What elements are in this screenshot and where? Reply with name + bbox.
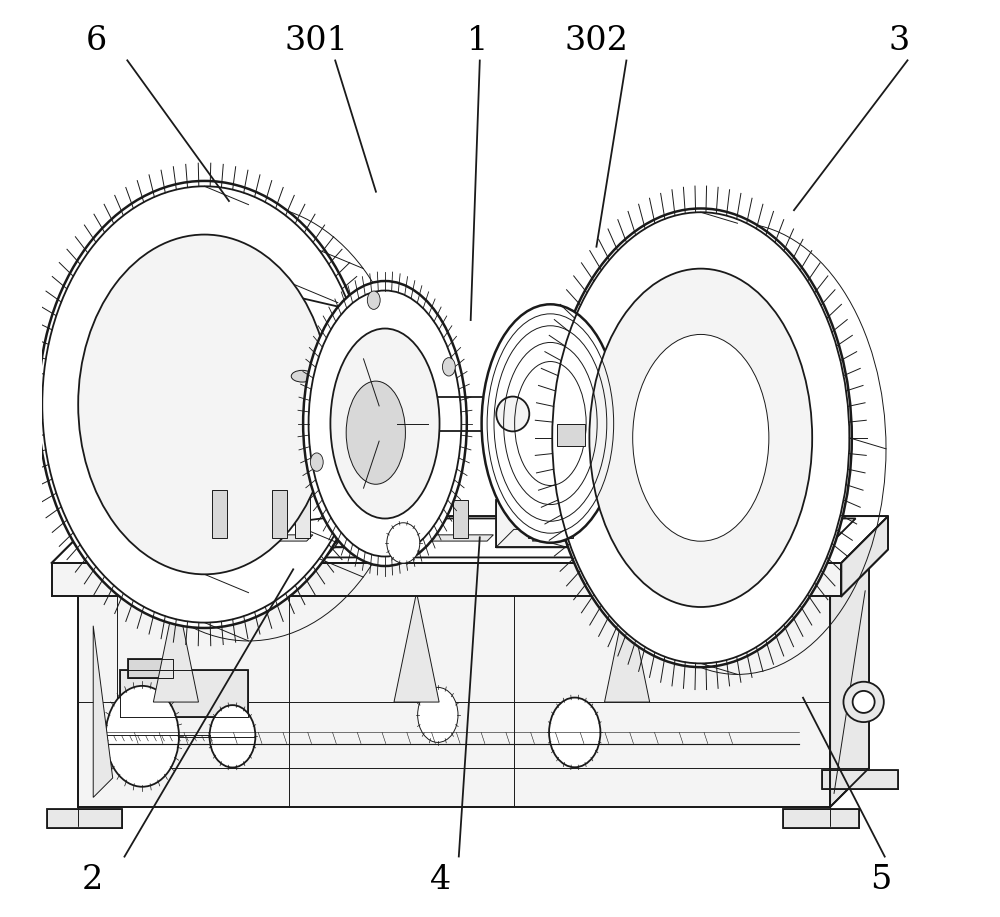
Polygon shape [52, 563, 841, 596]
Polygon shape [330, 529, 439, 547]
Ellipse shape [589, 269, 812, 607]
Ellipse shape [330, 328, 440, 518]
Polygon shape [378, 395, 392, 538]
Polygon shape [95, 518, 856, 558]
Polygon shape [607, 535, 674, 541]
Text: 302: 302 [564, 26, 628, 57]
Polygon shape [394, 592, 439, 702]
Polygon shape [453, 500, 468, 538]
Polygon shape [93, 625, 113, 798]
Ellipse shape [310, 453, 323, 471]
Ellipse shape [550, 208, 852, 668]
Polygon shape [153, 592, 198, 702]
Polygon shape [78, 554, 869, 592]
Polygon shape [47, 809, 122, 827]
Polygon shape [528, 419, 543, 538]
Polygon shape [330, 500, 421, 547]
Polygon shape [713, 516, 888, 563]
Ellipse shape [496, 396, 529, 431]
Ellipse shape [633, 335, 769, 541]
Ellipse shape [374, 380, 396, 392]
Ellipse shape [843, 681, 884, 722]
Ellipse shape [38, 181, 371, 628]
Polygon shape [246, 535, 313, 541]
Ellipse shape [122, 253, 375, 592]
Polygon shape [78, 592, 830, 807]
Polygon shape [120, 669, 248, 717]
Polygon shape [605, 592, 650, 702]
Polygon shape [496, 529, 604, 547]
Ellipse shape [387, 523, 420, 563]
Polygon shape [427, 535, 493, 541]
Polygon shape [633, 500, 648, 538]
Ellipse shape [303, 281, 467, 566]
Ellipse shape [524, 403, 546, 415]
Text: 2: 2 [81, 865, 103, 896]
Text: 5: 5 [870, 865, 891, 896]
Ellipse shape [418, 688, 458, 743]
Polygon shape [783, 809, 859, 827]
Polygon shape [830, 554, 869, 807]
Polygon shape [272, 491, 287, 538]
Polygon shape [212, 491, 227, 538]
Ellipse shape [442, 358, 455, 376]
Ellipse shape [549, 698, 600, 768]
Polygon shape [558, 500, 573, 538]
Ellipse shape [482, 304, 619, 543]
Polygon shape [128, 659, 173, 679]
Text: 6: 6 [86, 26, 107, 57]
Ellipse shape [106, 686, 179, 787]
Polygon shape [496, 500, 586, 547]
Polygon shape [295, 385, 310, 538]
Ellipse shape [853, 691, 875, 713]
Polygon shape [822, 769, 898, 789]
Ellipse shape [210, 705, 255, 768]
Ellipse shape [532, 318, 670, 557]
Polygon shape [532, 535, 599, 541]
Polygon shape [744, 539, 832, 553]
Text: 3: 3 [888, 26, 910, 57]
Text: 301: 301 [285, 26, 349, 57]
Text: 4: 4 [430, 865, 451, 896]
Polygon shape [370, 500, 385, 538]
Bar [557, 425, 585, 447]
Ellipse shape [367, 291, 380, 309]
Polygon shape [186, 535, 253, 541]
Text: 1: 1 [466, 26, 488, 57]
Ellipse shape [291, 370, 313, 382]
Polygon shape [52, 516, 888, 563]
Polygon shape [841, 516, 888, 596]
Ellipse shape [359, 317, 411, 511]
Ellipse shape [346, 381, 405, 484]
Ellipse shape [78, 235, 331, 574]
Polygon shape [344, 535, 411, 541]
